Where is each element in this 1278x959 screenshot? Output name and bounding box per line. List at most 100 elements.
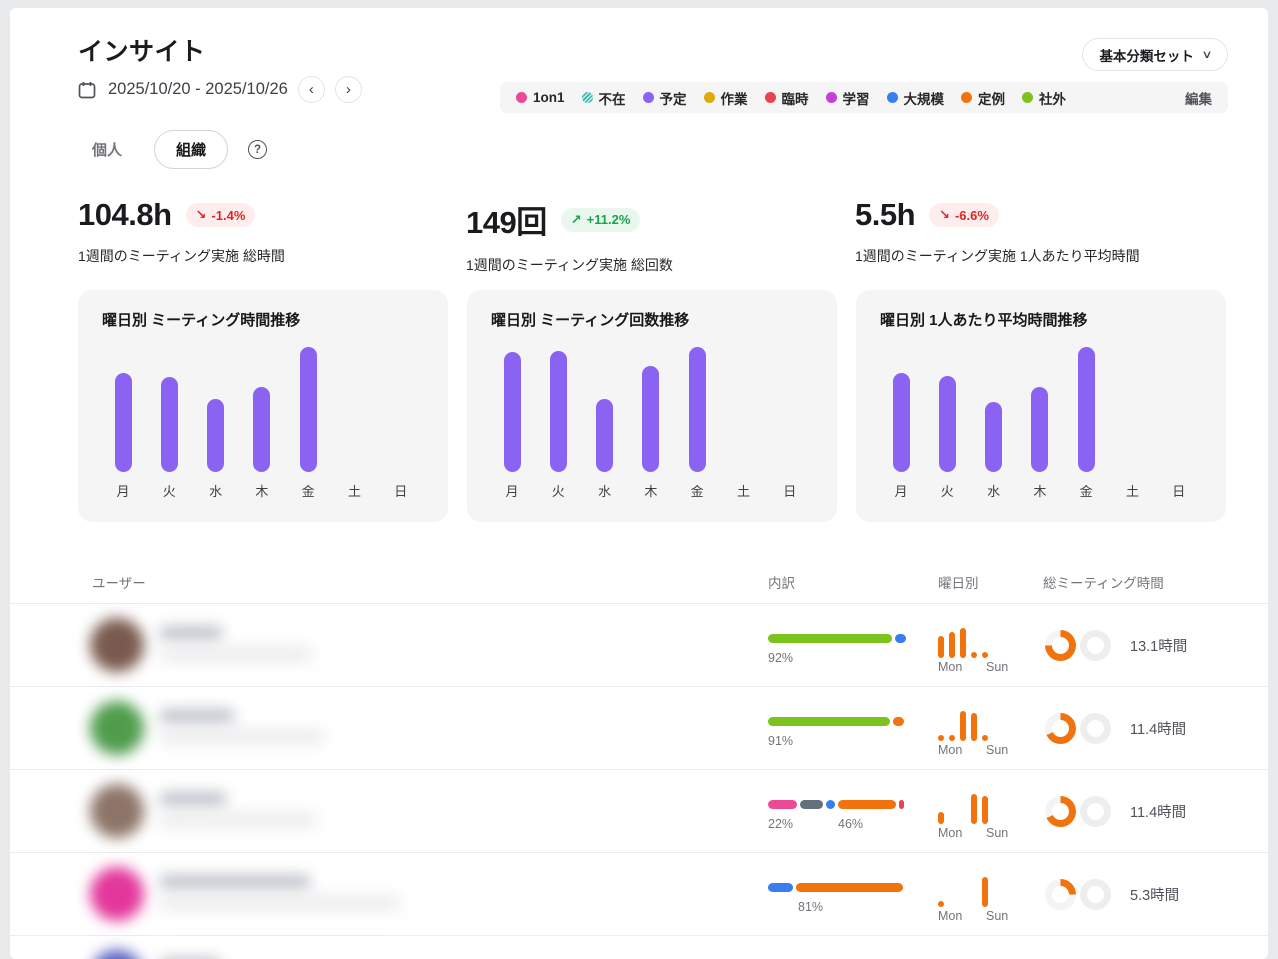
breakdown-segment xyxy=(895,634,906,643)
weekday-mini-bar xyxy=(938,812,944,824)
weekday-bar-chart: 月火水木金土日 xyxy=(856,290,1226,522)
chart-day-label: 金 xyxy=(301,484,315,499)
weekday-mini-bar xyxy=(938,735,944,741)
weekday-mini-bar xyxy=(982,652,988,658)
chart-bar-水 xyxy=(207,399,225,472)
avatar xyxy=(90,701,144,755)
help-icon[interactable]: ? xyxy=(248,140,268,159)
table-header: ユーザー 内訳 曜日別 総ミーティング時間 xyxy=(10,556,1268,604)
legend-item-学習: 学習 xyxy=(825,88,870,108)
chart-bar-火 xyxy=(938,376,956,472)
weekday-label-mon: Mon xyxy=(938,743,963,757)
weekday-mini-bar xyxy=(938,636,944,658)
user-subtext-blurred xyxy=(160,648,312,660)
chart-title: 曜日別 ミーティング時間推移 xyxy=(102,312,301,329)
chart-day-label: 土 xyxy=(1125,484,1139,499)
legend-label: 学習 xyxy=(842,91,870,107)
user-name-blurred xyxy=(160,792,226,806)
table-row[interactable] xyxy=(10,936,1268,959)
chart-bar-月 xyxy=(892,373,910,472)
chart-day-label: 日 xyxy=(783,484,797,499)
breakdown-bar xyxy=(768,883,903,892)
chart-day-label: 木 xyxy=(255,484,269,499)
category-color-dot xyxy=(642,92,654,103)
breakdown-segment xyxy=(768,800,797,809)
breakdown-segment xyxy=(796,883,903,892)
insights-panel: インサイト 2025/10/20 - 2025/10/26 ‹ › 基本分類セッ… xyxy=(10,8,1268,959)
breakdown-percent: 22% xyxy=(768,817,794,831)
chart-card-meeting-count: 曜日別 ミーティング回数推移 月 火 水 木 金 土 日 xyxy=(467,290,837,522)
chart-day-label: 月 xyxy=(116,484,130,499)
legend-item-大規模: 大規模 xyxy=(886,88,944,108)
page-title: インサイト xyxy=(78,38,206,66)
weekday-mini-chart: Mon Sun xyxy=(938,697,1022,757)
legend-label: 予定 xyxy=(659,91,687,107)
user-name-blurred xyxy=(160,875,310,889)
category-color-dot xyxy=(961,92,973,103)
weekday-mini-chart: Mon Sun xyxy=(938,780,1022,840)
table-row[interactable]: 22% 46% Mon Sun 11.4時間 xyxy=(10,770,1268,853)
chart-day-label: 木 xyxy=(644,484,658,499)
table-row[interactable]: 81% Mon Sun 5.3時間 xyxy=(10,853,1268,936)
stat-value: 149回 xyxy=(466,205,547,240)
chart-bar-木 xyxy=(1031,387,1049,472)
total-meeting-time: 11.4時間 xyxy=(1130,722,1187,738)
avatar xyxy=(90,784,144,838)
weekday-mini-bar xyxy=(971,713,977,741)
prev-week-button[interactable]: ‹ xyxy=(297,76,325,103)
breakdown-percent: 46% xyxy=(838,817,864,831)
weekday-bar-chart: 月火水木金土日 xyxy=(78,290,448,522)
chart-day-label: 火 xyxy=(162,484,176,499)
meeting-time-donut xyxy=(1045,630,1076,661)
classification-set-label: 基本分類セット xyxy=(1099,48,1194,64)
secondary-donut xyxy=(1080,630,1111,661)
category-color-dot xyxy=(764,92,776,103)
user-name-blurred xyxy=(160,626,222,640)
weekday-label-sun: Sun xyxy=(986,826,1009,840)
date-range: 2025/10/20 - 2025/10/26 xyxy=(108,80,288,98)
weekday-mini-bar xyxy=(982,735,988,741)
weekday-mini-bar xyxy=(982,877,988,907)
weekday-label-sun: Sun xyxy=(986,660,1009,674)
chart-bar-金 xyxy=(299,347,317,472)
total-meeting-time: 11.4時間 xyxy=(1130,805,1187,821)
stat-average-hours: 5.5h ↘ -6.6% 1週間のミーティング実施 1人あたり平均時間 xyxy=(855,197,1140,266)
chart-bar-火 xyxy=(549,351,567,472)
trend-down-icon: ↘ xyxy=(939,207,950,222)
table-row[interactable]: 92% Mon Sun 13.1時間 xyxy=(10,604,1268,687)
user-subtext-blurred xyxy=(160,897,400,909)
trend-delta: +11.2% xyxy=(586,212,631,227)
legend-label: 臨時 xyxy=(781,91,809,107)
next-week-button[interactable]: › xyxy=(334,76,362,103)
stat-value: 104.8h xyxy=(78,197,172,232)
chart-day-label: 日 xyxy=(394,484,408,499)
trend-delta: -1.4% xyxy=(211,207,246,223)
column-header-total: 総ミーティング時間 xyxy=(1043,576,1164,591)
breakdown-bar xyxy=(768,717,904,726)
classification-set-dropdown[interactable]: 基本分類セット ∨ xyxy=(1082,38,1228,71)
chart-bar-火 xyxy=(160,377,178,472)
weekday-mini-bar xyxy=(971,794,977,824)
breakdown-segment xyxy=(768,634,892,643)
stat-total-count: 149回 ↗ +11.2% 1週間のミーティング実施 総回数 xyxy=(466,197,673,275)
column-header-weekday: 曜日別 xyxy=(938,576,979,591)
user-name-blurred xyxy=(160,709,234,723)
tab-personal[interactable]: 個人 xyxy=(92,142,123,159)
breakdown-segment xyxy=(768,717,890,726)
chart-bar-水 xyxy=(985,402,1003,472)
chart-day-label: 水 xyxy=(598,484,612,499)
chart-day-label: 日 xyxy=(1172,484,1186,499)
table-row[interactable]: 91% Mon Sun 11.4時間 xyxy=(10,687,1268,770)
legend-label: 不在 xyxy=(598,91,626,107)
category-color-dot xyxy=(886,92,898,103)
meeting-time-donut xyxy=(1045,713,1076,744)
stat-value: 5.5h xyxy=(855,197,916,232)
tab-organization[interactable]: 組織 xyxy=(154,130,229,169)
column-header-user: ユーザー xyxy=(92,576,146,591)
breakdown-segment xyxy=(826,800,835,809)
meeting-time-donut xyxy=(1045,879,1076,910)
legend-edit-button[interactable]: 編集 xyxy=(1185,91,1212,107)
weekday-mini-bar xyxy=(960,628,966,658)
date-range-row: 2025/10/20 - 2025/10/26 ‹ › xyxy=(78,76,362,103)
stat-subtitle: 1週間のミーティング実施 総時間 xyxy=(78,248,285,264)
